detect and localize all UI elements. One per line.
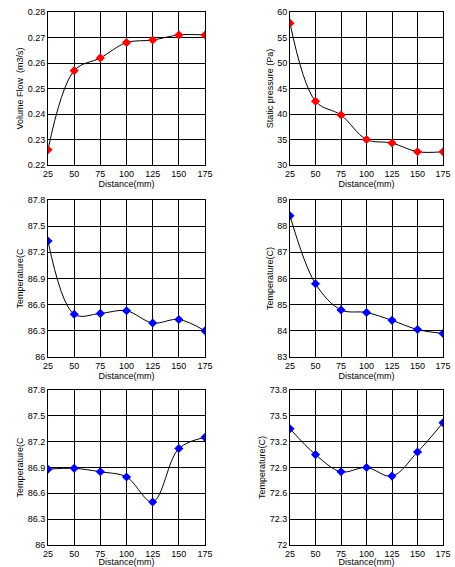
svg-text:85: 85	[277, 300, 287, 310]
svg-text:50: 50	[277, 58, 287, 68]
svg-text:Distance(mm): Distance(mm)	[338, 371, 394, 381]
svg-text:83: 83	[277, 352, 287, 362]
svg-text:50: 50	[310, 549, 320, 559]
svg-text:75: 75	[336, 169, 346, 179]
svg-text:175: 175	[435, 361, 450, 371]
svg-text:75: 75	[336, 361, 346, 371]
svg-text:73.8: 73.8	[270, 385, 288, 395]
svg-text:88: 88	[277, 221, 287, 231]
svg-text:73.2: 73.2	[270, 437, 288, 447]
svg-text:125: 125	[145, 361, 160, 371]
svg-text:75: 75	[95, 361, 105, 371]
svg-text:150: 150	[171, 361, 186, 371]
svg-text:Temperature(C: Temperature(C	[15, 437, 25, 498]
svg-text:75: 75	[95, 169, 105, 179]
svg-text:0.28: 0.28	[28, 7, 46, 17]
svg-text:50: 50	[69, 169, 79, 179]
svg-text:100: 100	[359, 549, 374, 559]
svg-text:100: 100	[119, 361, 134, 371]
svg-text:125: 125	[384, 361, 399, 371]
svg-text:0.26: 0.26	[28, 58, 46, 68]
svg-text:Temperature(C): Temperature(C)	[257, 436, 267, 499]
svg-text:125: 125	[384, 169, 399, 179]
svg-text:86: 86	[277, 274, 287, 284]
svg-text:89: 89	[277, 195, 287, 205]
svg-text:87.5: 87.5	[28, 411, 46, 421]
svg-text:87.5: 87.5	[28, 221, 46, 231]
svg-text:0.22: 0.22	[28, 160, 46, 170]
svg-text:30: 30	[277, 160, 287, 170]
svg-text:86.9: 86.9	[28, 463, 46, 473]
svg-text:175: 175	[435, 169, 450, 179]
svg-text:86.6: 86.6	[28, 300, 46, 310]
svg-text:100: 100	[119, 169, 134, 179]
svg-text:0.27: 0.27	[28, 33, 46, 43]
svg-text:25: 25	[285, 361, 295, 371]
svg-text:35: 35	[277, 135, 287, 145]
svg-text:50: 50	[310, 361, 320, 371]
svg-text:86: 86	[35, 352, 45, 362]
svg-text:Temperature(C: Temperature(C	[15, 248, 25, 309]
svg-text:0.24: 0.24	[28, 109, 46, 119]
svg-text:100: 100	[359, 169, 374, 179]
svg-text:25: 25	[285, 169, 295, 179]
svg-text:75: 75	[95, 549, 105, 559]
svg-text:Distance(mm): Distance(mm)	[98, 179, 154, 189]
svg-text:Static pressure (Pa): Static pressure (Pa)	[265, 49, 275, 129]
svg-text:50: 50	[69, 361, 79, 371]
svg-text:175: 175	[197, 169, 212, 179]
svg-text:86: 86	[35, 540, 45, 550]
svg-text:150: 150	[410, 169, 425, 179]
svg-text:73.5: 73.5	[270, 411, 288, 421]
svg-text:150: 150	[171, 169, 186, 179]
svg-text:87: 87	[277, 247, 287, 257]
svg-text:25: 25	[43, 549, 53, 559]
svg-text:86.9: 86.9	[28, 274, 46, 284]
svg-text:45: 45	[277, 84, 287, 94]
svg-text:150: 150	[171, 549, 186, 559]
svg-text:150: 150	[410, 549, 425, 559]
svg-text:75: 75	[336, 549, 346, 559]
svg-text:Volume Flow (m3/s): Volume Flow (m3/s)	[15, 47, 25, 129]
svg-text:72.9: 72.9	[270, 463, 288, 473]
svg-text:87.2: 87.2	[28, 247, 46, 257]
svg-text:55: 55	[277, 33, 287, 43]
svg-text:25: 25	[43, 169, 53, 179]
svg-text:100: 100	[119, 549, 134, 559]
svg-text:72: 72	[277, 540, 287, 550]
svg-text:72.6: 72.6	[270, 488, 288, 498]
svg-text:125: 125	[384, 549, 399, 559]
svg-text:87.8: 87.8	[28, 385, 46, 395]
svg-text:Distance(mm): Distance(mm)	[98, 371, 154, 381]
svg-text:0.23: 0.23	[28, 135, 46, 145]
svg-text:150: 150	[410, 361, 425, 371]
svg-text:72.3: 72.3	[270, 514, 288, 524]
svg-text:125: 125	[145, 549, 160, 559]
svg-text:25: 25	[43, 361, 53, 371]
svg-text:50: 50	[310, 169, 320, 179]
svg-text:Distance(mm): Distance(mm)	[338, 179, 394, 189]
svg-text:175: 175	[435, 549, 450, 559]
svg-text:Distance(mm): Distance(mm)	[98, 557, 154, 567]
svg-text:175: 175	[197, 549, 212, 559]
svg-text:175: 175	[197, 361, 212, 371]
svg-text:40: 40	[277, 109, 287, 119]
svg-text:50: 50	[69, 549, 79, 559]
svg-text:86.3: 86.3	[28, 514, 46, 524]
svg-text:100: 100	[359, 361, 374, 371]
svg-text:60: 60	[277, 7, 287, 17]
svg-text:84: 84	[277, 326, 287, 336]
svg-text:Distance(mm): Distance(mm)	[338, 557, 394, 567]
svg-text:86.6: 86.6	[28, 488, 46, 498]
svg-text:125: 125	[145, 169, 160, 179]
svg-text:Temperature(C): Temperature(C)	[265, 247, 275, 310]
svg-text:87.2: 87.2	[28, 437, 46, 447]
svg-text:0.25: 0.25	[28, 84, 46, 94]
svg-text:86.3: 86.3	[28, 326, 46, 336]
svg-text:25: 25	[285, 549, 295, 559]
svg-text:87.8: 87.8	[28, 195, 46, 205]
